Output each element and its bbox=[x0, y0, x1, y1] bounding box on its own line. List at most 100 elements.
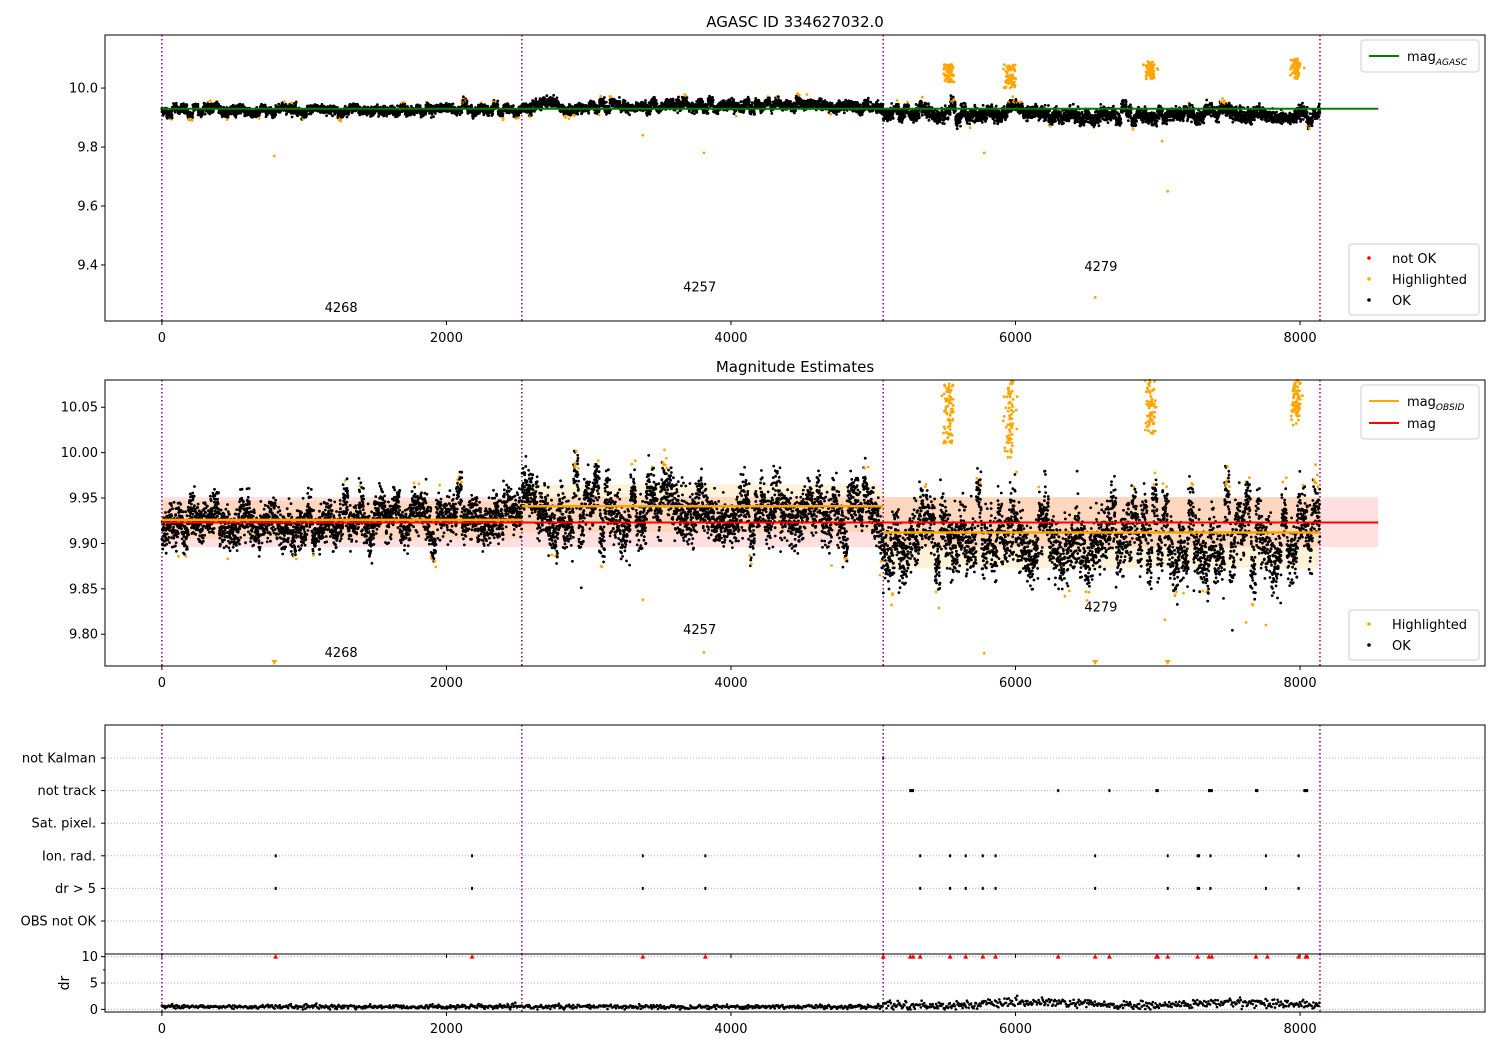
ok-point bbox=[770, 112, 774, 115]
ok-point bbox=[711, 98, 715, 102]
ok-point bbox=[501, 112, 505, 116]
ok-point bbox=[507, 104, 510, 107]
highlighted-point bbox=[567, 117, 571, 120]
ok-point bbox=[460, 111, 464, 114]
ok-point bbox=[676, 111, 680, 115]
highlighted-point bbox=[805, 93, 809, 96]
highlighted-point bbox=[734, 114, 738, 118]
ok-point bbox=[185, 104, 189, 107]
ok-point bbox=[777, 95, 780, 99]
ok-point bbox=[345, 115, 349, 119]
ok-point bbox=[325, 114, 328, 117]
highlighted-point bbox=[257, 117, 261, 120]
ok-point bbox=[305, 113, 308, 117]
ok-point bbox=[343, 104, 347, 108]
highlighted-point bbox=[208, 99, 212, 102]
ok-point bbox=[432, 115, 435, 118]
ok-point bbox=[487, 114, 490, 117]
ok-point bbox=[612, 104, 615, 108]
highlighted-point bbox=[609, 95, 613, 98]
ok-point bbox=[747, 100, 751, 104]
ok-point bbox=[294, 100, 298, 104]
ok-point bbox=[517, 113, 521, 117]
ok-point bbox=[196, 102, 200, 106]
ok-point bbox=[396, 104, 399, 108]
ok-point bbox=[173, 110, 177, 114]
ok-point bbox=[739, 100, 743, 104]
ok-point bbox=[530, 113, 533, 117]
ok-point bbox=[732, 98, 735, 101]
ok-point bbox=[203, 112, 207, 116]
ok-point bbox=[559, 110, 563, 113]
ok-point bbox=[693, 112, 696, 116]
ok-point bbox=[603, 96, 606, 99]
highlighted-point bbox=[501, 116, 505, 120]
ok-point bbox=[413, 113, 416, 117]
ok-point bbox=[376, 103, 379, 107]
highlighted-point bbox=[599, 94, 603, 98]
ok-point bbox=[648, 112, 652, 116]
ok-point bbox=[296, 114, 300, 117]
ok-point bbox=[644, 101, 647, 105]
ok-point bbox=[491, 112, 495, 116]
ok-point bbox=[706, 111, 710, 115]
ok-point bbox=[789, 100, 792, 103]
ok-point bbox=[465, 99, 469, 103]
ok-point bbox=[628, 113, 631, 117]
ok-point bbox=[496, 99, 500, 103]
highlighted-point bbox=[225, 118, 229, 121]
ok-point bbox=[604, 100, 608, 104]
highlighted-point bbox=[339, 118, 343, 121]
ok-point bbox=[191, 111, 195, 114]
ok-point bbox=[534, 97, 538, 101]
ok-point bbox=[234, 115, 238, 119]
ok-point bbox=[277, 102, 281, 106]
ok-point bbox=[196, 105, 200, 108]
ok-point bbox=[496, 103, 500, 106]
ok-point bbox=[168, 109, 171, 113]
ok-point bbox=[512, 104, 515, 107]
ok-point bbox=[201, 111, 205, 115]
ok-point bbox=[644, 99, 647, 102]
ok-point bbox=[677, 95, 680, 99]
ok-point bbox=[174, 101, 178, 105]
ok-point bbox=[462, 95, 465, 99]
ok-point bbox=[455, 113, 459, 117]
ok-point bbox=[685, 96, 689, 99]
highlighted-point bbox=[282, 100, 286, 103]
highlighted-point bbox=[564, 116, 567, 119]
ok-point bbox=[655, 102, 659, 105]
ok-point bbox=[587, 111, 591, 115]
ok-point bbox=[290, 115, 294, 119]
ok-point bbox=[274, 113, 277, 117]
ok-point bbox=[331, 114, 334, 118]
ok-point bbox=[716, 112, 720, 116]
ok-point bbox=[753, 113, 756, 116]
ok-point bbox=[750, 101, 754, 104]
ok-point bbox=[618, 100, 622, 104]
highlighted-point bbox=[517, 116, 520, 120]
highlighted-point bbox=[797, 93, 801, 97]
ok-point bbox=[794, 109, 797, 113]
ok-point bbox=[418, 104, 422, 107]
ok-point bbox=[607, 104, 611, 108]
ok-point bbox=[552, 93, 556, 97]
ok-point bbox=[623, 99, 627, 103]
ok-point bbox=[672, 99, 675, 103]
ok-point bbox=[170, 116, 174, 120]
ok-point bbox=[451, 102, 455, 106]
ok-point bbox=[170, 114, 174, 117]
highlighted-point bbox=[597, 113, 601, 117]
ok-point bbox=[654, 99, 658, 102]
ok-point bbox=[403, 102, 407, 106]
ok-point bbox=[545, 94, 549, 98]
ok-point bbox=[695, 110, 699, 114]
ok-point bbox=[385, 114, 389, 118]
ok-point bbox=[618, 96, 621, 99]
ok-point bbox=[768, 96, 771, 100]
ok-point bbox=[555, 96, 559, 100]
ok-point bbox=[241, 103, 245, 106]
highlighted-point bbox=[290, 101, 293, 105]
